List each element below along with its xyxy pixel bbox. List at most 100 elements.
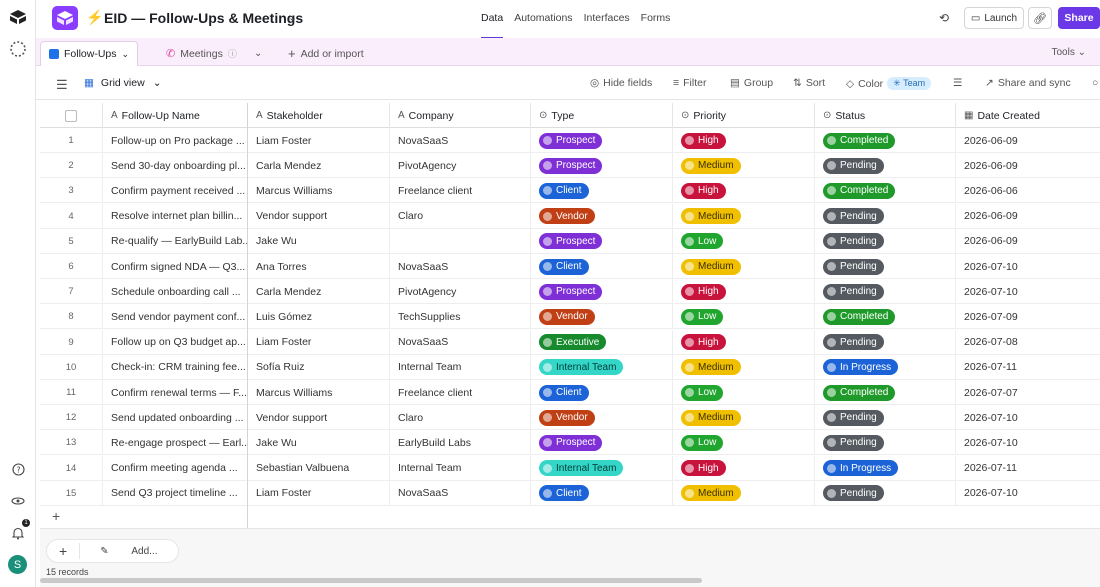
cell-company[interactable] <box>390 228 531 254</box>
row-number[interactable]: 1 <box>40 128 103 153</box>
cell-company[interactable]: Internal Team <box>390 455 531 481</box>
cell-status[interactable]: Pending <box>815 203 956 229</box>
cell-type[interactable]: Vendor <box>531 203 673 229</box>
cell-date-created[interactable]: 2026-06-09 <box>956 153 1100 178</box>
cell-follow-up-name[interactable]: Follow up on Q3 budget ap... <box>103 329 248 355</box>
row-number[interactable]: 10 <box>40 354 103 380</box>
cell-date-created[interactable]: 2026-07-10 <box>956 254 1100 279</box>
cell-date-created[interactable]: 2026-07-09 <box>956 304 1100 329</box>
row-number[interactable]: 6 <box>40 254 103 279</box>
cell-follow-up-name[interactable]: Send vendor payment conf... <box>103 304 248 330</box>
row-number[interactable]: 11 <box>40 380 103 405</box>
cell-date-created[interactable]: 2026-07-10 <box>956 430 1100 455</box>
cell-stakeholder[interactable]: Marcus Williams <box>248 178 390 204</box>
cell-stakeholder[interactable]: Jake Wu <box>248 228 390 254</box>
cell-follow-up-name[interactable]: Resolve internet plan billin... <box>103 203 248 229</box>
cell-date-created[interactable]: 2026-07-10 <box>956 279 1100 304</box>
cell-type[interactable]: Executive <box>531 329 673 355</box>
column-header-status[interactable]: ⊙ Status <box>815 103 956 128</box>
cell-date-created[interactable]: 2026-07-10 <box>956 405 1100 430</box>
cell-date-created[interactable]: 2026-06-06 <box>956 178 1100 203</box>
cell-status[interactable]: Pending <box>815 480 956 506</box>
column-header-name[interactable]: A Follow-Up Name <box>103 103 248 128</box>
cell-priority[interactable]: Low <box>673 304 815 330</box>
cell-type[interactable]: Client <box>531 254 673 279</box>
color-button[interactable]: ◇ Color ✳ Team <box>846 77 932 90</box>
cell-stakeholder[interactable]: Sofía Ruiz <box>248 354 390 380</box>
row-number[interactable]: 4 <box>40 203 103 229</box>
cell-status[interactable]: Pending <box>815 430 956 456</box>
cell-stakeholder[interactable]: Marcus Williams <box>248 380 390 405</box>
cell-status[interactable]: Pending <box>815 405 956 431</box>
cell-date-created[interactable]: 2026-06-09 <box>956 128 1100 153</box>
history-icon[interactable]: ⟲ <box>939 11 950 25</box>
hide-fields-button[interactable]: ◎ Hide fields <box>590 77 652 89</box>
cell-priority[interactable]: Medium <box>673 354 815 380</box>
cell-type[interactable]: Prospect <box>531 153 673 179</box>
help-icon[interactable]: ? <box>9 460 27 478</box>
table-row[interactable]: 5 Re-qualify — EarlyBuild Lab... Jake Wu Pr… <box>40 228 1100 254</box>
cell-stakeholder[interactable]: Liam Foster <box>248 128 390 153</box>
add-with-ai-button[interactable]: ✎ Add... <box>80 546 177 557</box>
base-icon[interactable] <box>52 6 78 30</box>
cell-follow-up-name[interactable]: Send 30-day onboarding pl... <box>103 153 248 179</box>
cell-priority[interactable]: High <box>673 329 815 355</box>
cell-follow-up-name[interactable]: Send updated onboarding ... <box>103 405 248 431</box>
cell-type[interactable]: Client <box>531 480 673 506</box>
cell-stakeholder[interactable]: Vendor support <box>248 203 390 229</box>
cell-type[interactable]: Client <box>531 380 673 405</box>
user-avatar[interactable]: S <box>8 555 27 574</box>
cell-type[interactable]: Vendor <box>531 304 673 330</box>
nav-data[interactable]: Data <box>481 12 504 39</box>
cell-status[interactable]: Pending <box>815 228 956 254</box>
cell-date-created[interactable]: 2026-07-11 <box>956 456 1100 481</box>
cell-date-created[interactable]: 2026-07-08 <box>956 330 1100 355</box>
column-header-priority[interactable]: ⊙ Priority <box>673 103 815 128</box>
horizontal-scrollbar[interactable] <box>40 578 702 583</box>
table-row[interactable]: 2 Send 30-day onboarding pl... Carla Mende… <box>40 153 1100 179</box>
cell-priority[interactable]: Low <box>673 380 815 405</box>
table-row[interactable]: 9 Follow up on Q3 budget ap... Liam Foster… <box>40 329 1100 355</box>
cell-date-created[interactable]: 2026-07-10 <box>956 481 1100 506</box>
row-number[interactable]: 12 <box>40 405 103 431</box>
cell-priority[interactable]: Low <box>673 228 815 254</box>
add-plus-icon[interactable]: + <box>47 543 81 559</box>
share-button[interactable]: Share <box>1058 7 1100 29</box>
row-number[interactable]: 15 <box>40 480 103 506</box>
cell-priority[interactable]: Medium <box>673 203 815 229</box>
tab-meetings[interactable]: ✆ Meetings ⓘ <box>166 41 237 66</box>
chevron-down-icon[interactable]: ⌄ <box>121 48 130 59</box>
table-row[interactable]: 10 Check-in: CRM training fee... Sofía Rui… <box>40 354 1100 380</box>
cell-status[interactable]: Completed <box>815 178 956 204</box>
cell-date-created[interactable]: 2026-06-09 <box>956 229 1100 254</box>
row-number[interactable]: 14 <box>40 455 103 481</box>
cell-status[interactable]: Pending <box>815 279 956 305</box>
cell-follow-up-name[interactable]: Confirm meeting agenda ... <box>103 455 248 481</box>
cell-follow-up-name[interactable]: Re-qualify — EarlyBuild Lab... <box>103 228 248 254</box>
nav-automations[interactable]: Automations <box>514 12 573 24</box>
universe-icon[interactable] <box>9 492 27 510</box>
cell-date-created[interactable]: 2026-07-11 <box>956 355 1100 380</box>
view-switcher[interactable]: ▦ Grid view ⌄ <box>84 77 162 89</box>
row-number[interactable]: 2 <box>40 153 103 179</box>
cell-company[interactable]: NovaSaaS <box>390 128 531 153</box>
cell-priority[interactable]: High <box>673 455 815 481</box>
cell-priority[interactable]: High <box>673 128 815 153</box>
notifications-bell-icon[interactable] <box>9 524 27 542</box>
cell-priority[interactable]: Medium <box>673 254 815 279</box>
more-tables-chevron[interactable]: ⌄ <box>254 41 262 66</box>
cell-company[interactable]: NovaSaaS <box>390 480 531 506</box>
omni-loader-icon[interactable] <box>9 40 27 58</box>
cell-follow-up-name[interactable]: Confirm payment received ... <box>103 178 248 204</box>
cell-follow-up-name[interactable]: Confirm signed NDA — Q3... <box>103 254 248 279</box>
cell-type[interactable]: Internal Team <box>531 354 673 380</box>
table-row[interactable]: 11 Confirm renewal terms — F... Marcus Wil… <box>40 380 1100 405</box>
cell-date-created[interactable]: 2026-07-07 <box>956 380 1100 405</box>
cell-status[interactable]: Pending <box>815 329 956 355</box>
table-row[interactable]: 13 Re-engage prospect — Earl... Jake Wu Ear… <box>40 430 1100 456</box>
row-number[interactable]: 13 <box>40 430 103 456</box>
column-header-type[interactable]: ⊙ Type <box>531 103 673 128</box>
tab-follow-ups[interactable]: Follow-Ups ⌄ <box>40 41 139 66</box>
sort-button[interactable]: ⇅ Sort <box>793 77 825 89</box>
cell-company[interactable]: PivotAgency <box>390 279 531 305</box>
